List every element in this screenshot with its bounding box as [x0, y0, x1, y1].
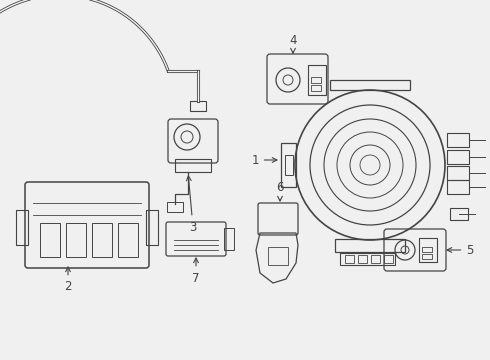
Bar: [422, 254, 432, 259]
Text: 5: 5: [447, 243, 474, 256]
Bar: [16, 210, 28, 245]
Bar: [308, 65, 326, 95]
Bar: [285, 155, 293, 175]
Bar: [311, 77, 321, 83]
Bar: [384, 255, 393, 263]
Bar: [419, 238, 437, 262]
Bar: [335, 239, 405, 252]
Text: 7: 7: [192, 258, 200, 284]
Bar: [447, 133, 469, 147]
Text: 3: 3: [186, 176, 196, 234]
Bar: [268, 247, 288, 265]
Bar: [450, 208, 468, 220]
Bar: [224, 228, 234, 250]
Bar: [422, 247, 432, 252]
Text: 2: 2: [64, 267, 72, 293]
Bar: [345, 255, 354, 263]
Bar: [447, 150, 469, 164]
Bar: [358, 255, 367, 263]
Bar: [175, 159, 211, 172]
Text: 6: 6: [276, 180, 284, 201]
Bar: [190, 101, 206, 111]
Bar: [146, 210, 158, 245]
Text: 1: 1: [251, 153, 277, 166]
Bar: [167, 202, 183, 212]
Bar: [66, 223, 86, 257]
Bar: [40, 223, 60, 257]
Bar: [371, 255, 380, 263]
Bar: [92, 223, 112, 257]
Bar: [447, 166, 469, 180]
Bar: [340, 253, 395, 265]
Bar: [311, 85, 321, 91]
Text: 8: 8: [0, 359, 1, 360]
Text: 4: 4: [289, 33, 297, 53]
Bar: [281, 143, 296, 187]
Bar: [330, 80, 410, 90]
Bar: [118, 223, 138, 257]
Bar: [447, 180, 469, 194]
